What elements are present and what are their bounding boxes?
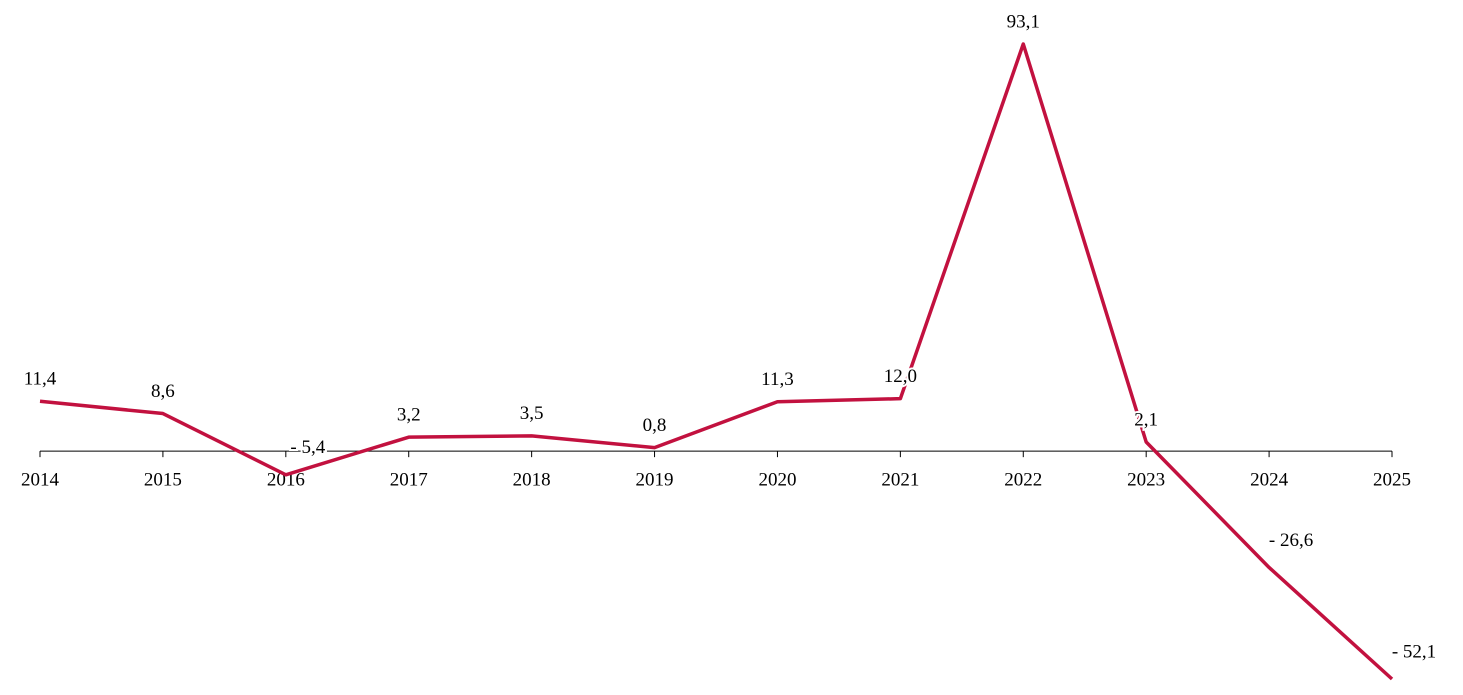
x-tick-label: 2021 — [881, 470, 919, 491]
value-label: 2,1 — [1134, 409, 1158, 430]
x-tick-label: 2014 — [21, 470, 60, 491]
x-tick-label: 2025 — [1373, 470, 1411, 491]
data-line — [39, 42, 1394, 681]
value-label: 0,8 — [643, 415, 667, 436]
value-label: - 52,1 — [1392, 641, 1436, 662]
x-tick-label: 2017 — [390, 470, 428, 491]
x-tick-label: 2015 — [144, 470, 182, 491]
value-label: 93,1 — [1007, 11, 1040, 32]
value-label: 3,2 — [397, 405, 421, 426]
value-label: - 5,4 — [290, 437, 325, 458]
x-tick-label: 2023 — [1127, 470, 1165, 491]
value-label: 3,5 — [520, 403, 544, 424]
value-label: 8,6 — [151, 381, 175, 402]
x-tick-label: 2020 — [758, 470, 796, 491]
x-tick-label: 2016 — [267, 470, 305, 491]
x-tick-label: 2022 — [1004, 470, 1042, 491]
value-label: 11,3 — [761, 369, 794, 390]
value-label: 12,0 — [884, 366, 917, 387]
x-tick-label: 2018 — [513, 470, 551, 491]
value-label: - 26,6 — [1269, 530, 1313, 551]
value-label: 11,4 — [24, 369, 57, 390]
x-tick-label: 2024 — [1250, 470, 1289, 491]
x-tick-label: 2019 — [636, 470, 674, 491]
